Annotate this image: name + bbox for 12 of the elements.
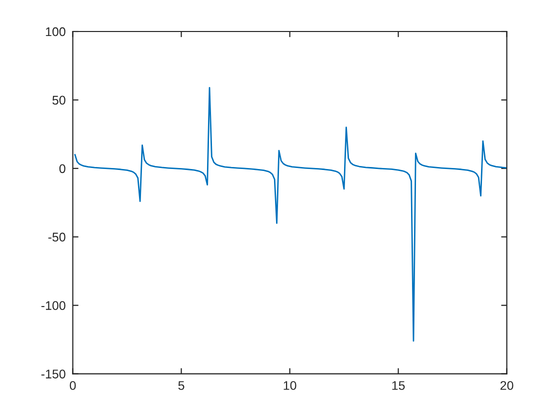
line-series (74, 86, 507, 342)
x-tick-label: 5 (178, 381, 184, 390)
x-tick-label: 10 (284, 381, 296, 390)
y-tick-label: 0 (59, 164, 66, 174)
y-tick-label: -50 (48, 232, 66, 242)
y-tick-label: 100 (46, 27, 66, 36)
y-tick-label: -150 (41, 370, 66, 378)
y-tick-label: -100 (41, 301, 66, 310)
x-tick-label: 20 (500, 381, 514, 390)
y-tick-label: 50 (52, 96, 66, 105)
x-tick-label: 0 (70, 381, 76, 390)
x-tick-label: 15 (392, 381, 405, 390)
